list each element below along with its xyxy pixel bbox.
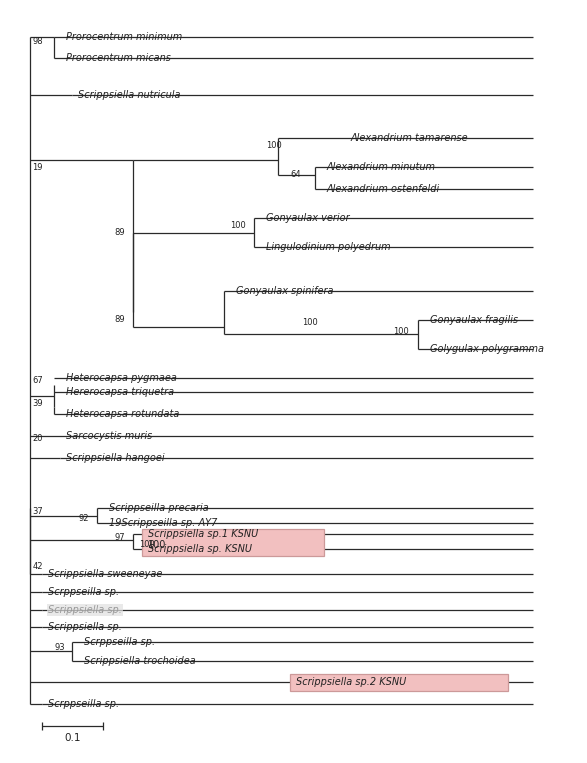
Text: 97: 97: [114, 533, 126, 542]
Text: Sarcocystis muris: Sarcocystis muris: [66, 431, 153, 441]
Text: 37: 37: [32, 507, 43, 516]
Text: Scrippsiella sp.2 KSNU: Scrippsiella sp.2 KSNU: [296, 678, 407, 687]
Text: Scrippsiella sp.1 KSNU: Scrippsiella sp.1 KSNU: [148, 530, 258, 539]
Text: Scrippsiella sp.: Scrippsiella sp.: [48, 623, 122, 633]
Text: Prorocentrum micans: Prorocentrum micans: [66, 53, 171, 63]
Text: Gonyaulax verior: Gonyaulax verior: [266, 213, 350, 223]
Text: Heterocapsa rotundata: Heterocapsa rotundata: [66, 409, 180, 419]
Text: Prorocentrum minimum: Prorocentrum minimum: [66, 31, 183, 42]
Text: 64: 64: [291, 170, 301, 179]
Text: Scrippsiella sp.: Scrippsiella sp.: [48, 605, 122, 615]
FancyBboxPatch shape: [142, 529, 323, 556]
Text: 100: 100: [302, 318, 318, 327]
Text: 67: 67: [32, 376, 43, 385]
Text: Scrppseilla sp.: Scrppseilla sp.: [85, 637, 156, 647]
Text: Scrippsiella sweeneyae: Scrippsiella sweeneyae: [48, 568, 163, 578]
Text: 100: 100: [230, 221, 245, 230]
Text: 100: 100: [266, 141, 282, 150]
Text: Golygulax polygramma: Golygulax polygramma: [430, 343, 544, 354]
Text: 19: 19: [32, 163, 43, 172]
Text: 42: 42: [32, 562, 43, 571]
Text: 92: 92: [79, 514, 89, 523]
Text: 39: 39: [32, 399, 43, 408]
Text: Alexandrium ostenfeldi: Alexandrium ostenfeldi: [327, 184, 440, 194]
Text: 100: 100: [393, 327, 409, 336]
Text: Gonyaulax spinifera: Gonyaulax spinifera: [236, 285, 333, 295]
Text: 89: 89: [114, 228, 126, 237]
Text: Scrippsiella hangoei: Scrippsiella hangoei: [66, 452, 165, 462]
Text: 98: 98: [32, 37, 43, 46]
Text: 20: 20: [32, 434, 43, 443]
Text: 89: 89: [114, 315, 126, 324]
Text: Alexandrium minutum: Alexandrium minutum: [327, 163, 436, 172]
Text: Gonyaulax fragilis: Gonyaulax fragilis: [430, 314, 518, 324]
FancyBboxPatch shape: [291, 674, 508, 691]
Text: Scrippsiella sp. KSNU: Scrippsiella sp. KSNU: [148, 544, 252, 554]
Text: 19Scrippseilla sp. AY7: 19Scrippseilla sp. AY7: [109, 518, 217, 528]
Text: 100: 100: [139, 540, 155, 549]
Text: 100: 100: [148, 539, 166, 549]
Text: Scrippseilla precaria: Scrippseilla precaria: [109, 504, 208, 513]
Text: 0.1: 0.1: [64, 733, 80, 743]
Text: 93: 93: [54, 643, 65, 652]
Text: Scrppseilla sp.: Scrppseilla sp.: [48, 588, 119, 597]
Text: Lingulodinium polyedrum: Lingulodinium polyedrum: [266, 242, 391, 252]
Text: Scrippsiella nutricula: Scrippsiella nutricula: [79, 90, 181, 100]
Text: Scrippsiella trochoidea: Scrippsiella trochoidea: [85, 655, 196, 665]
Text: Alexandrium tamarense: Alexandrium tamarense: [351, 134, 468, 143]
Text: Scrppseilla sp.: Scrppseilla sp.: [48, 699, 119, 709]
Text: Hererocapsa triquetra: Hererocapsa triquetra: [66, 387, 174, 398]
Text: Heterocapsa pygmaea: Heterocapsa pygmaea: [66, 372, 177, 383]
